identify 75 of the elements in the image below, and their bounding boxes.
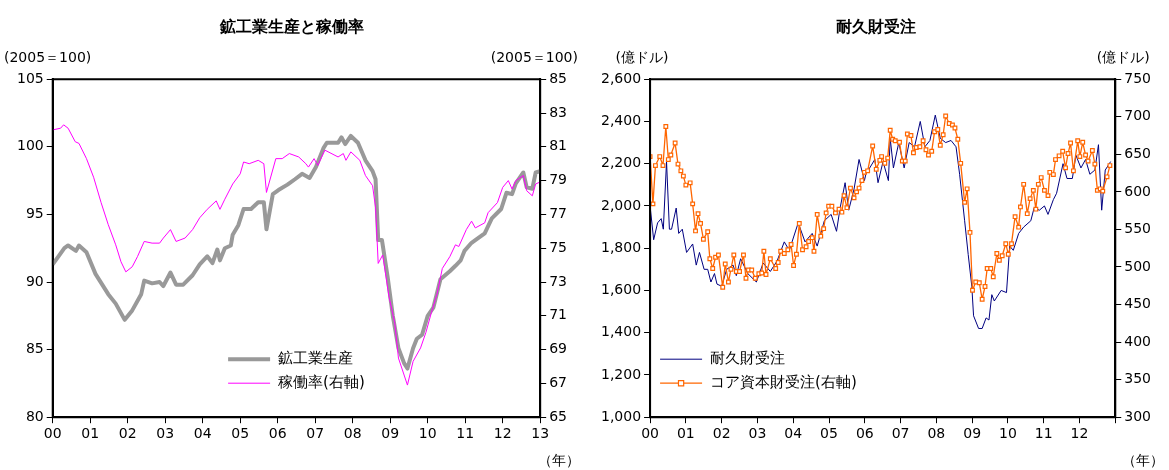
y2-tick-label: 550 [1124, 220, 1152, 237]
y2-tick-label: 700 [1124, 107, 1152, 124]
y2-tick-label: 67 [549, 374, 568, 391]
y2-tick-label: 79 [549, 171, 568, 188]
y-tick-label: 1,400 [600, 323, 642, 340]
x-tick-label: 04 [784, 425, 803, 442]
x-tick-label: 02 [712, 425, 731, 442]
y2-tick-label: 73 [549, 272, 568, 289]
y-tick-label: 100 [16, 137, 44, 154]
x-tick-label: 11 [1034, 425, 1053, 442]
y-tick-label: 95 [25, 205, 44, 222]
y-tick-label: 1,200 [600, 365, 642, 382]
x-tick-label: 03 [748, 425, 767, 442]
x-tick-label: 07 [306, 425, 325, 442]
legend-label: 鉱工業生産 [278, 349, 354, 368]
y-tick-label: 1,600 [600, 281, 642, 298]
y2-tick-label: 83 [549, 103, 568, 120]
y2-tick-label: 600 [1124, 182, 1152, 199]
x-tick-label: 00 [641, 425, 659, 442]
legend-label: 稼働率(右軸) [278, 373, 365, 392]
x-tick-label: 02 [118, 425, 137, 442]
y2-tick-label: 81 [549, 137, 568, 154]
y2-tick-label: 77 [549, 205, 568, 222]
x-tick-label: 00 [43, 425, 62, 442]
y2-tick-label: 69 [549, 340, 568, 357]
x-axis-title: （年） [1122, 451, 1164, 468]
y-tick-label: 2,000 [600, 196, 642, 213]
x-tick-label: 04 [193, 425, 212, 442]
x-tick-label: 09 [963, 425, 982, 442]
y2-tick-label: 65 [549, 407, 568, 424]
legend-label: コア資本財受注(右軸) [710, 373, 857, 392]
x-tick-label: 07 [891, 425, 910, 442]
y-tick-label: 90 [25, 272, 44, 289]
x-tick-label: 10 [418, 425, 437, 442]
y-tick-label: 2,200 [600, 154, 642, 171]
x-tick-label: 08 [927, 425, 946, 442]
y-tick-label: 2,600 [600, 69, 642, 86]
x-tick-label: 03 [156, 425, 175, 442]
y2-tick-label: 71 [549, 306, 568, 323]
x-tick-label: 01 [81, 425, 100, 442]
x-tick-label: 10 [999, 425, 1017, 442]
chart-title: 耐久財受注 [836, 16, 916, 36]
y2-tick-label: 500 [1124, 257, 1152, 274]
y-axis-title: (億ドル) [615, 48, 669, 65]
y2-axis-title: (億ドル) [1096, 48, 1150, 65]
x-tick-label: 05 [820, 425, 838, 442]
y-tick-label: 80 [25, 407, 44, 424]
x-tick-label: 05 [231, 425, 250, 442]
y2-tick-label: 300 [1124, 407, 1152, 424]
chart-title: 鉱工業生産と稼働率 [219, 16, 364, 36]
x-axis-title: （年） [538, 451, 580, 468]
y-tick-label: 105 [16, 69, 44, 86]
legend-label: 耐久財受注 [710, 349, 786, 368]
y-tick-label: 2,400 [600, 112, 642, 129]
y2-tick-label: 350 [1124, 370, 1152, 387]
y2-tick-label: 750 [1124, 69, 1152, 86]
x-tick-label: 09 [381, 425, 400, 442]
y-tick-label: 1,800 [600, 238, 642, 255]
x-tick-label: 06 [268, 425, 287, 442]
y-tick-label: 85 [25, 340, 44, 357]
x-tick-label: 08 [343, 425, 362, 442]
y2-tick-label: 85 [549, 69, 568, 86]
y2-tick-label: 75 [549, 238, 568, 255]
x-tick-label: 11 [456, 425, 475, 442]
x-tick-label: 01 [676, 425, 695, 442]
y2-axis-title: (2005＝100) [490, 48, 578, 65]
y2-tick-label: 450 [1124, 295, 1152, 312]
y-tick-label: 1,000 [600, 407, 642, 424]
x-tick-label: 06 [855, 425, 874, 442]
x-tick-label: 13 [531, 425, 550, 442]
y-axis-title: (2005＝100) [4, 48, 92, 65]
x-tick-label: 12 [493, 425, 512, 442]
y2-tick-label: 400 [1124, 332, 1152, 349]
x-tick-label: 12 [1070, 425, 1089, 442]
y2-tick-label: 650 [1124, 144, 1152, 161]
